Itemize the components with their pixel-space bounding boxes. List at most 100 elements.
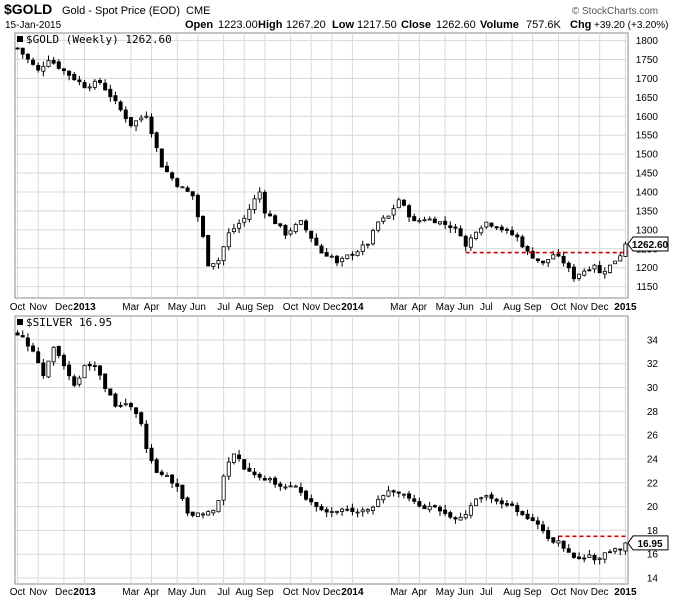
candle-up (252, 198, 257, 211)
candle-up (211, 509, 216, 514)
candle-up (479, 497, 484, 500)
y-tick-label: 1300 (636, 225, 659, 236)
candle-down (309, 498, 314, 503)
candle-up (602, 552, 607, 560)
candle-up (288, 230, 293, 235)
x-tick-label: May (168, 302, 187, 313)
candle-up (381, 217, 386, 222)
price-tag-box (627, 236, 669, 252)
candle-up (221, 246, 226, 262)
candle-down (607, 551, 612, 554)
candle-up (623, 243, 628, 257)
candle-up (267, 478, 272, 481)
candle-up (365, 509, 370, 512)
candle-down (77, 79, 82, 83)
candle-up (180, 186, 185, 189)
x-tick-label: 2013 (73, 302, 96, 313)
candle-down (36, 64, 41, 71)
x-tick-label: 2014 (341, 587, 364, 598)
x-tick-label: Oct (283, 302, 299, 313)
candle-up (164, 475, 169, 477)
x-tick-label: May (436, 587, 455, 598)
candle-up (345, 254, 350, 259)
candle-down (510, 503, 515, 506)
x-tick-label: 2014 (341, 302, 364, 313)
candle-up (546, 259, 551, 264)
candle-up (237, 223, 242, 229)
y-tick-label: 30 (647, 383, 659, 394)
candle-up (618, 255, 623, 262)
candle-down (15, 332, 20, 336)
open-value: 1223.00 (218, 19, 258, 31)
candle-down (412, 498, 417, 502)
candle-down (190, 511, 195, 516)
candle-down (262, 191, 267, 214)
candle-up (46, 60, 51, 67)
candle-down (139, 412, 144, 425)
candle-down (31, 59, 36, 65)
candle-down (391, 490, 396, 493)
candle-up (551, 254, 556, 260)
candle-up (458, 516, 463, 521)
candle-up (556, 540, 561, 544)
x-tick-label: Nov (302, 587, 320, 598)
candle-down (535, 520, 540, 525)
candle-down (144, 423, 149, 450)
candle-up (329, 255, 334, 258)
price-tag-value: 1262.60 (632, 240, 669, 251)
candle-up (386, 215, 391, 219)
candle-down (237, 454, 242, 460)
candle-up (77, 377, 82, 385)
x-tick-label: Apr (144, 302, 160, 313)
candle-up (577, 273, 582, 279)
x-tick-label: Nov (570, 587, 588, 598)
candle-up (437, 221, 442, 225)
high-label: High (258, 19, 283, 31)
candle-up (242, 217, 247, 223)
candle-down (334, 255, 339, 264)
candle-down (530, 250, 535, 259)
candle-down (20, 335, 25, 338)
candle-down (417, 501, 422, 507)
x-tick-label: Dec (591, 302, 609, 313)
candle-up (195, 512, 200, 517)
x-tick-label: Jun (190, 302, 206, 313)
candle-down (170, 474, 175, 484)
candle-down (72, 73, 77, 81)
candle-up (582, 270, 587, 276)
candle-down (566, 548, 571, 553)
y-tick-label: 1500 (636, 150, 659, 161)
candle-up (365, 243, 370, 246)
candle-down (201, 216, 206, 237)
exchange-label: CME (186, 5, 210, 17)
candle-down (149, 447, 154, 462)
candle-down (20, 47, 25, 55)
candle-down (170, 172, 175, 179)
y-tick-label: 1450 (636, 169, 659, 180)
price-tag-box (627, 535, 669, 551)
chg-label: Chg (570, 19, 591, 31)
candle-up (381, 495, 386, 501)
candle-down (541, 524, 546, 532)
volume-value: 757.6K (526, 19, 562, 31)
candle-down (190, 191, 195, 197)
candle-up (41, 65, 46, 72)
candle-down (67, 70, 72, 76)
candle-down (515, 234, 520, 238)
low-label: Low (332, 19, 354, 31)
high-value: 1267.20 (286, 19, 326, 31)
x-tick-label: 2015 (614, 587, 637, 598)
candle-up (226, 461, 231, 477)
candle-down (618, 548, 623, 551)
candle-up (484, 495, 489, 498)
candle-up (371, 506, 376, 511)
candle-up (376, 499, 381, 507)
candle-up (340, 257, 345, 263)
candle-down (494, 226, 499, 229)
candle-down (443, 509, 448, 514)
candle-up (221, 475, 226, 501)
x-tick-label: May (436, 302, 455, 313)
candle-up (360, 244, 365, 252)
